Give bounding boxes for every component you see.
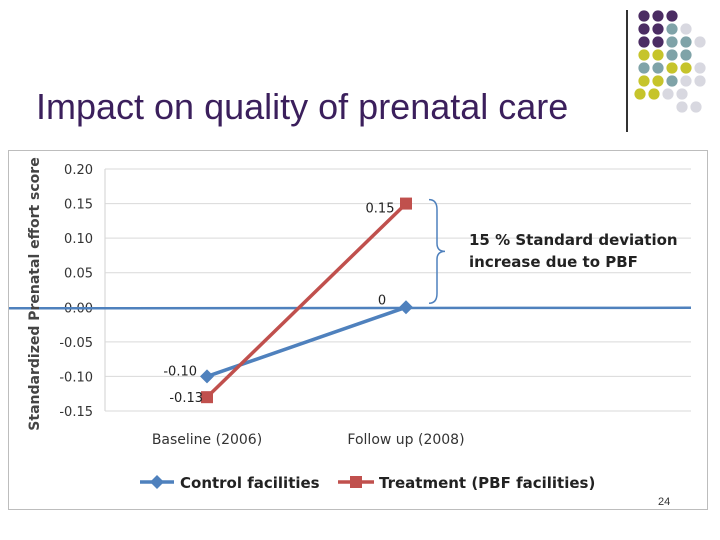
x-category-label: Baseline (2006) xyxy=(152,432,262,448)
data-point-treatment xyxy=(400,197,412,210)
decorative-dot xyxy=(652,75,664,87)
y-axis-label: Standardized Prenatal effort score xyxy=(27,157,43,430)
decorative-dot xyxy=(638,75,650,87)
decorative-dot xyxy=(652,10,664,22)
chart-frame: 0.20 0.15 0.10 0.05 0.00 -0.05 -0.10 -0.15 Stand… xyxy=(8,150,708,510)
decorative-dot xyxy=(638,36,650,48)
data-point-control xyxy=(200,369,214,384)
decorative-dot xyxy=(694,75,706,87)
y-tick-label: -0.15 xyxy=(59,405,93,420)
annotation-text: 15 % Standard deviation xyxy=(469,231,678,249)
decorative-dot xyxy=(666,49,678,61)
decorative-dot xyxy=(634,88,646,100)
decorative-dot xyxy=(638,62,650,74)
y-tick-label: 0.15 xyxy=(64,198,93,213)
decorative-dot-grid xyxy=(634,10,706,113)
y-tick-label: -0.10 xyxy=(59,370,93,385)
legend-marker-treatment xyxy=(350,476,362,488)
decorative-dot xyxy=(666,23,678,35)
decorative-dot xyxy=(666,36,678,48)
series-line-treatment xyxy=(205,202,408,399)
data-label-treatment: 0.15 xyxy=(366,202,395,217)
decorative-dot xyxy=(666,75,678,87)
decorative-dot xyxy=(690,101,702,113)
decorative-dot xyxy=(652,36,664,48)
decorative-dot xyxy=(652,62,664,74)
decorative-dot xyxy=(652,23,664,35)
decorative-dot xyxy=(638,23,650,35)
annotation-text: increase due to PBF xyxy=(469,253,638,271)
decorative-dot xyxy=(694,36,706,48)
decorative-dot xyxy=(648,88,660,100)
decorative-dot xyxy=(694,62,706,74)
decorative-dot xyxy=(666,62,678,74)
zero-line xyxy=(9,306,692,310)
decorative-dot xyxy=(652,49,664,61)
decorative-dot xyxy=(638,49,650,61)
decorative-dot xyxy=(680,62,692,74)
data-label-control: -0.10 xyxy=(163,364,197,379)
decorative-dot xyxy=(680,36,692,48)
y-tick-label: 0.10 xyxy=(64,232,93,247)
slide-number: 24 xyxy=(658,496,671,508)
line-chart: 0.200.150.100.050.00-0.05-0.10-0.15Stand… xyxy=(9,157,692,492)
legend-label-treatment: Treatment (PBF facilities) xyxy=(379,474,595,492)
decorative-dot xyxy=(638,10,650,22)
legend-marker-control xyxy=(150,475,164,489)
decorative-dot xyxy=(680,23,692,35)
y-tick-label: 0.05 xyxy=(64,267,93,282)
legend-label-control: Control facilities xyxy=(180,474,320,492)
annotation-brace xyxy=(428,198,446,305)
title-divider-line xyxy=(626,10,628,132)
decorative-dot xyxy=(662,88,674,100)
x-category-label: Follow up (2008) xyxy=(347,432,464,448)
decorative-dot xyxy=(666,10,678,22)
decorative-dot xyxy=(676,101,688,113)
decorative-dot xyxy=(680,75,692,87)
y-tick-label: 0.20 xyxy=(64,163,93,178)
decorative-dot xyxy=(676,88,688,100)
data-point-control xyxy=(399,300,413,315)
slide-title: Impact on quality of prenatal care xyxy=(36,86,569,127)
data-point-treatment xyxy=(201,391,213,404)
data-label-control: 0 xyxy=(378,293,386,308)
data-label-treatment: -0.13 xyxy=(169,391,203,406)
y-tick-label: -0.05 xyxy=(59,336,93,351)
decorative-dot xyxy=(680,49,692,61)
